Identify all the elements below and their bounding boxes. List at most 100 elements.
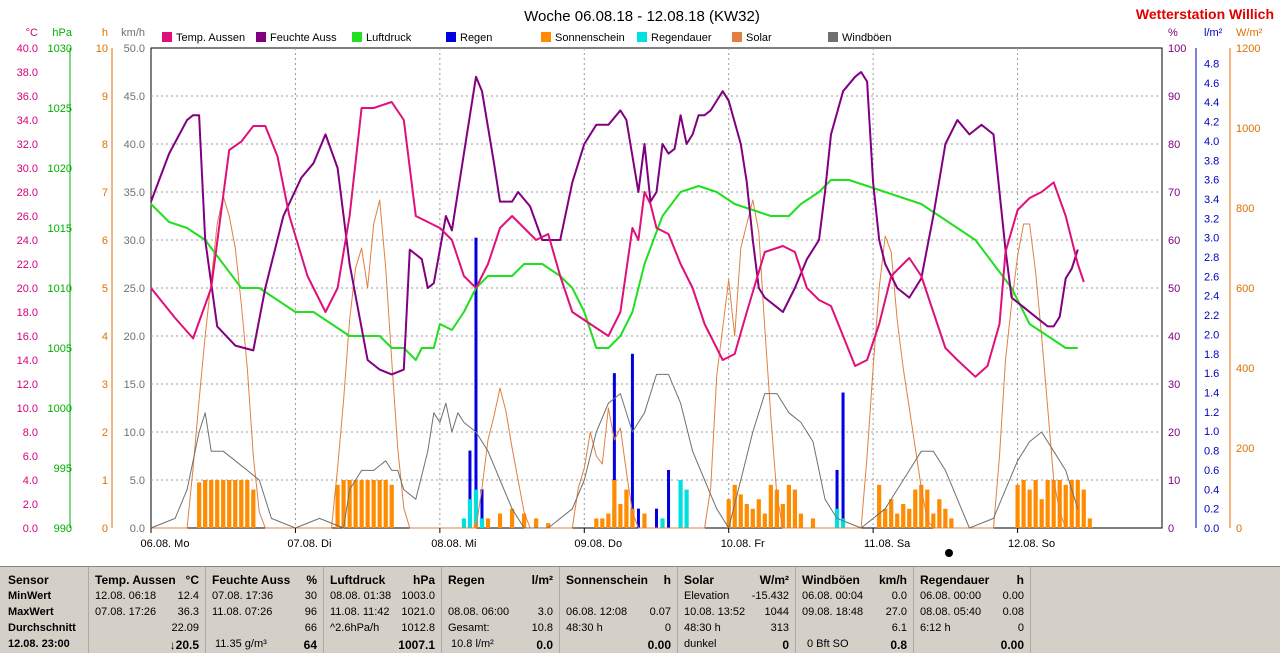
bar-sonnenschein — [227, 480, 232, 528]
axis-tick-right: 50 — [1168, 283, 1180, 295]
hdr-sun: Sonnenschein — [566, 573, 649, 587]
wind-avg-val: 6.1 — [891, 622, 907, 634]
bar-regen — [468, 450, 472, 528]
axis-tick-left: 32.0 — [17, 139, 38, 151]
bar-sonnenschein — [883, 508, 888, 528]
legend-swatch — [732, 32, 742, 42]
bar-sonnenschein — [810, 518, 816, 528]
bar-regen — [655, 508, 658, 528]
axis-tick-right: 1.4 — [1204, 388, 1219, 400]
temp-max-val: 36.3 — [177, 606, 199, 618]
rdur-max-date: 08.08. 05:40 — [920, 606, 982, 618]
rain-sum: 10.8 l/m² — [451, 638, 494, 650]
bar-sonnenschein — [1069, 480, 1074, 528]
humid-max-val: 96 — [304, 606, 317, 618]
bar-sonnenschein — [509, 508, 515, 528]
axis-tick-right: 2.2 — [1204, 310, 1219, 322]
solar-max-date: 10.08. 13:52 — [684, 606, 746, 618]
legend-swatch — [256, 32, 266, 42]
legend-label: Regen — [460, 32, 492, 44]
axis-tick-left: 2 — [102, 427, 108, 439]
bar-sonnenschein — [1033, 480, 1038, 528]
axis-tick-left: 20.0 — [124, 331, 145, 343]
bar-sonnenschein — [1015, 484, 1020, 528]
bar-sonnenschein — [1063, 484, 1068, 528]
rain-total-val: 10.8 — [531, 622, 553, 634]
axis-tick-right: 1200 — [1236, 43, 1260, 55]
bar-sonnenschein — [1075, 480, 1080, 528]
col-sun: Sonnenschein h 06.08. 12:08 0.07 48:30 h… — [559, 567, 678, 653]
col-rain: Regen l/m² 08.08. 06:00 3.0 Gesamt: 10.8… — [441, 567, 560, 653]
axis-tick-right: 1.8 — [1204, 349, 1219, 361]
bar-sonnenschein — [359, 480, 364, 528]
bar-sonnenschein — [732, 484, 737, 528]
bar-sonnenschein — [889, 499, 894, 528]
axis-tick-left: 9 — [102, 91, 108, 103]
sun-max-val: 0.07 — [649, 606, 671, 618]
bar-sonnenschein — [546, 523, 551, 528]
axis-tick-left: 3 — [102, 379, 108, 391]
axis-tick-right: 2.8 — [1204, 252, 1219, 264]
bar-sonnenschein — [726, 499, 731, 528]
axis-tick-left: 25.0 — [124, 283, 145, 295]
bar-sonnenschein — [1087, 518, 1092, 528]
bar-sonnenschein — [1039, 499, 1044, 528]
legend-swatch — [446, 32, 456, 42]
series-line — [150, 101, 1085, 378]
press-trend: ^2.6hPa/h — [330, 622, 380, 634]
axis-unit-left: h — [102, 27, 108, 39]
axis-tick-right: 4.0 — [1204, 136, 1219, 148]
axes: °C40.038.036.034.032.030.028.026.024.022… — [17, 27, 1263, 535]
axis-tick-left: 14.0 — [17, 355, 38, 367]
hdr-temp: Temp. Aussen — [95, 573, 176, 587]
axis-tick-right: 3.6 — [1204, 175, 1219, 187]
axis-tick-right: 0.6 — [1204, 465, 1219, 477]
col-solar: Solar W/m² Elevation -15.432 10.08. 13:5… — [677, 567, 796, 653]
day-label: 11.08. Sa — [864, 538, 911, 550]
axis-tick-left: 4.0 — [23, 475, 38, 487]
rain-total-label: Gesamt: — [448, 622, 490, 634]
hdr-rain: Regen — [448, 573, 485, 587]
axis-tick-right: 4.8 — [1204, 58, 1219, 70]
bar-sonnenschein — [642, 513, 647, 528]
axis-tick-left: 12.0 — [17, 379, 38, 391]
row-label-avg: Durchschnitt — [8, 622, 76, 634]
plot-bars — [197, 237, 1092, 528]
temp-avg-val: 22.09 — [171, 622, 199, 634]
bar-sonnenschein — [215, 480, 220, 528]
bar-sonnenschein — [233, 480, 238, 528]
day-labels: 06.08. Mo 07.08. Di 08.08. Mi 09.08. Do 10.0… — [141, 528, 1055, 550]
axis-tick-left: 30.0 — [124, 235, 145, 247]
legend-label: Sonnenschein — [555, 32, 625, 44]
bar-sonnenschein — [798, 513, 804, 528]
humid-avg-val: 66 — [304, 622, 317, 634]
bar-regen — [474, 237, 478, 528]
axis-tick-right: 70 — [1168, 187, 1180, 199]
bar-sonnenschein — [1027, 489, 1032, 528]
axis-unit-right: % — [1168, 27, 1178, 39]
bar-sonnenschein — [895, 513, 900, 528]
bar-sonnenschein — [1051, 480, 1056, 528]
temp-current-val: ↓20.5 — [169, 638, 199, 652]
bar-sonnenschein — [919, 484, 924, 528]
bar-sonnenschein — [383, 480, 388, 528]
bar-sonnenschein — [925, 489, 930, 528]
solar-max-val: 1044 — [764, 606, 789, 618]
bar-sonnenschein — [738, 494, 743, 528]
axis-tick-left: 0.0 — [130, 523, 145, 535]
hdr-rdur-unit: h — [1016, 573, 1024, 587]
axis-tick-right: 0.8 — [1204, 446, 1219, 458]
bar-regendauer — [840, 518, 846, 528]
legend-swatch — [828, 32, 838, 42]
bar-sonnenschein — [485, 518, 491, 528]
axis-tick-right: 3.4 — [1204, 194, 1219, 206]
series-line — [150, 373, 1079, 529]
axis-tick-right: 0 — [1168, 523, 1174, 535]
plot-lines — [150, 71, 1085, 529]
axis-tick-left: 38.0 — [17, 67, 38, 79]
col-press: Luftdruck hPa 08.08. 01:38 1003.0 11.08.… — [323, 567, 442, 653]
row-label-max: MaxWert — [8, 606, 54, 618]
axis-tick-right: 60 — [1168, 235, 1180, 247]
bar-sonnenschein — [606, 513, 611, 528]
axis-tick-left: 40.0 — [17, 43, 38, 55]
